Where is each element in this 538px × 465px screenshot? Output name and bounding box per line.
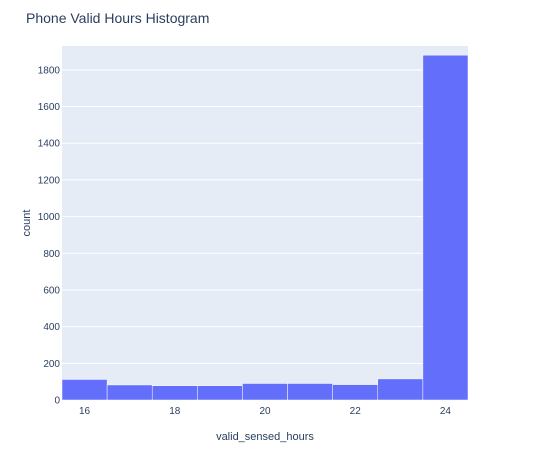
gridlines (62, 69, 468, 364)
histogram-bar-5[interactable] (242, 383, 288, 401)
histogram-bar-7[interactable] (332, 384, 379, 401)
x-tick-label: 16 (79, 406, 91, 417)
histogram-bar-9[interactable] (422, 54, 469, 401)
y-tick-label: 200 (43, 359, 60, 370)
y-tick-label: 0 (54, 396, 60, 407)
histogram-bar-1[interactable] (61, 379, 108, 401)
y-tick-label: 1000 (38, 212, 61, 223)
y-tick-label: 400 (43, 322, 60, 333)
y-tick-label: 600 (43, 285, 60, 296)
x-tick-label: 22 (350, 406, 362, 417)
x-tick-labels: 16 18 20 22 24 (79, 406, 451, 417)
histogram-bar-3[interactable] (151, 385, 198, 401)
y-tick-label: 1200 (38, 175, 61, 186)
y-tick-label: 1800 (38, 65, 61, 76)
histogram-bar-4[interactable] (197, 385, 243, 401)
plot-background (62, 46, 468, 400)
y-tick-labels: 0 200 400 600 800 1000 1200 1400 1600 1800 (38, 65, 61, 406)
y-tick-label: 1600 (38, 102, 61, 113)
y-axis-title: count (21, 210, 33, 237)
histogram-bar-2[interactable] (106, 384, 153, 401)
bars (61, 54, 469, 401)
chart-title: Phone Valid Hours Histogram (26, 10, 209, 26)
x-axis-title: valid_sensed_hours (216, 431, 314, 443)
y-tick-label: 1400 (38, 139, 61, 150)
x-tick-label: 24 (440, 406, 452, 417)
x-tick-label: 20 (259, 406, 271, 417)
histogram-bar-6[interactable] (287, 383, 333, 401)
histogram-bar-8[interactable] (377, 378, 424, 401)
y-tick-label: 800 (43, 249, 60, 260)
x-tick-label: 18 (169, 406, 181, 417)
